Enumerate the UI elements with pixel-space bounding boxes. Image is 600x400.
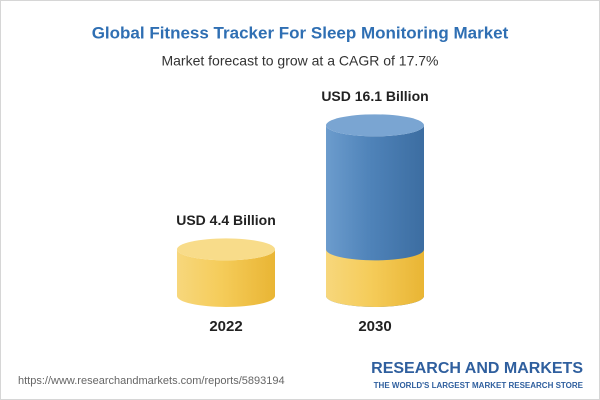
value-label: USD 4.4 Billion [176,212,276,228]
cylinder-body [177,249,275,307]
category-label: 2022 [209,318,242,335]
source-url: https://www.researchandmarkets.com/repor… [18,375,285,387]
chart-title: Global Fitness Tracker For Sleep Monitor… [92,23,509,42]
cylinder-base-segment [326,249,424,307]
cylinder-top [326,114,424,137]
category-label: 2030 [358,318,391,335]
value-label: USD 16.1 Billion [321,88,428,104]
tagline: THE WORLD'S LARGEST MARKET RESEARCH STOR… [374,381,584,390]
brand: RESEARCH AND MARKETS [371,360,583,377]
cylinder-top [177,238,275,261]
chart-subtitle: Market forecast to grow at a CAGR of 17.… [161,53,438,69]
